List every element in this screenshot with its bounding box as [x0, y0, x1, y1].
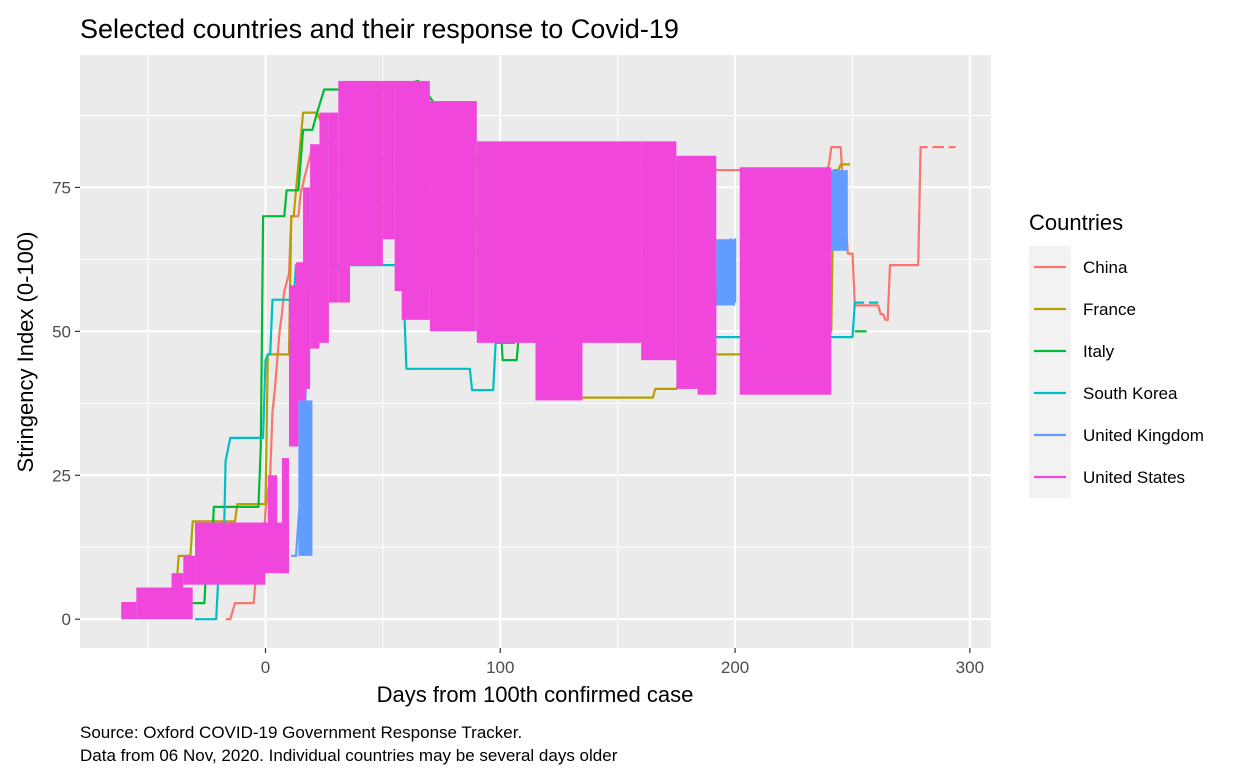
y-tick-label: 25 — [52, 466, 71, 485]
legend-label: United States — [1083, 468, 1185, 487]
y-tick-label: 0 — [62, 610, 71, 629]
series-oscillation-band — [303, 187, 311, 389]
series-oscillation-band — [310, 144, 320, 349]
caption-source: Source: Oxford COVID-19 Government Respo… — [80, 723, 522, 742]
series-united-states — [121, 80, 832, 620]
axes: 0 100 200 300 0 25 50 75 — [52, 178, 984, 677]
series-oscillation-band — [183, 555, 196, 585]
series-oscillation-band — [350, 80, 383, 266]
series-oscillation-band — [319, 112, 329, 343]
caption-date: Data from 06 Nov, 2020. Individual count… — [80, 746, 618, 765]
series-oscillation-band — [697, 273, 717, 395]
series-oscillation-band — [298, 400, 313, 556]
series-oscillation-band — [716, 239, 736, 306]
series-oscillation-band — [382, 80, 395, 240]
series-oscillation-band — [281, 458, 289, 574]
chart-title: Selected countries and their response to… — [80, 14, 679, 44]
x-axis-title: Days from 100th confirmed case — [377, 682, 694, 707]
series-oscillation-band — [296, 262, 306, 401]
x-tick-label: 100 — [486, 658, 514, 677]
series-layer — [121, 79, 956, 621]
x-tick-label: 300 — [956, 658, 984, 677]
legend-label: China — [1083, 258, 1128, 277]
series-oscillation-band — [429, 101, 477, 332]
series-oscillation-band — [195, 522, 266, 585]
legend-label: France — [1083, 300, 1136, 319]
series-oscillation-band — [476, 141, 642, 343]
series-oscillation-band — [401, 101, 430, 320]
legend-label: United Kingdom — [1083, 426, 1204, 445]
series-oscillation-band — [758, 170, 829, 389]
x-tick-label: 0 — [261, 658, 270, 677]
series-oscillation-band — [535, 331, 583, 401]
y-tick-label: 75 — [52, 178, 71, 197]
series-oscillation-band — [288, 285, 299, 447]
series-oscillation-band — [328, 112, 339, 303]
y-axis-title: Stringency Index (0-100) — [13, 232, 38, 473]
legend: Countries China France Italy South Korea Uni… — [1029, 210, 1204, 498]
x-tick-label: 200 — [721, 658, 749, 677]
series-oscillation-band — [338, 80, 351, 303]
legend-label: Italy — [1083, 342, 1115, 361]
legend-label: South Korea — [1083, 384, 1178, 403]
legend-title: Countries — [1029, 210, 1123, 235]
series-oscillation-band — [136, 587, 193, 620]
series-oscillation-band — [171, 573, 184, 591]
series-oscillation-band — [267, 475, 278, 551]
series-oscillation-band — [641, 141, 677, 361]
series-oscillation-band — [122, 603, 137, 620]
y-tick-label: 50 — [52, 322, 71, 341]
